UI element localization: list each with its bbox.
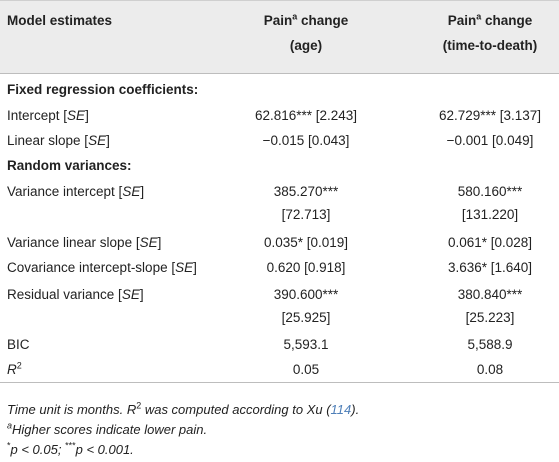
cell-variance-slope-age: 0.035* [0.019] [263, 235, 349, 250]
header-divider [0, 73, 559, 74]
row-label-intercept: Intercept [SE] [7, 108, 89, 123]
cell-variance-slope-ttd: 0.061* [0.028] [447, 235, 533, 250]
cell-intercept-ttd: 62.729*** [3.137] [438, 108, 542, 123]
header-ttd-line2: (time-to-death) [442, 38, 538, 53]
cell-linear-slope-age: −0.015 [0.043] [262, 133, 350, 148]
section-random-title: Random variances: [7, 158, 132, 173]
cell-covariance-age: 0.620 [0.918] [266, 260, 346, 275]
cell-variance-intercept-age-estimate: 385.270*** [273, 184, 339, 199]
cell-variance-intercept-age-se: [72.713] [281, 207, 331, 222]
row-label-r-squared: R2 [7, 360, 22, 377]
table-header-band [0, 0, 559, 74]
cell-linear-slope-ttd: −0.001 [0.049] [446, 133, 534, 148]
cell-covariance-ttd: 3.636* [1.640] [447, 260, 533, 275]
footnote-significance: *p < 0.05; ***p < 0.001. [7, 440, 134, 457]
header-ttd-line1: Paina change [447, 11, 533, 28]
table-bottom-rule [0, 382, 559, 383]
row-label-covariance: Covariance intercept-slope [SE] [7, 260, 197, 275]
cell-variance-intercept-ttd-se: [131.220] [461, 207, 519, 222]
footnote-pain-scale: aHigher scores indicate lower pain. [7, 420, 208, 437]
cell-intercept-age: 62.816*** [2.243] [254, 108, 358, 123]
row-label-linear-slope: Linear slope [SE] [7, 133, 110, 148]
row-label-variance-linear-slope: Variance linear slope [SE] [7, 235, 162, 250]
row-label-bic: BIC [7, 337, 30, 352]
footnote-time-unit: Time unit is months. R2 was computed acc… [7, 400, 360, 417]
header-age-line2: (age) [289, 38, 323, 53]
cell-bic-ttd: 5,588.9 [467, 337, 513, 352]
section-fixed-title: Fixed regression coefficients: [7, 82, 199, 97]
cell-r-squared-age: 0.05 [292, 362, 320, 377]
cell-variance-intercept-ttd-estimate: 580.160*** [457, 184, 523, 199]
row-label-residual-variance: Residual variance [SE] [7, 287, 144, 302]
citation-link[interactable]: 114 [330, 402, 352, 417]
header-model-estimates: Model estimates [7, 13, 113, 28]
header-age-line1: Paina change [263, 11, 349, 28]
cell-residual-ttd-estimate: 380.840*** [457, 287, 523, 302]
cell-residual-age-se: [25.925] [281, 310, 331, 325]
cell-bic-age: 5,593.1 [283, 337, 329, 352]
cell-residual-age-estimate: 390.600*** [273, 287, 339, 302]
cell-residual-ttd-se: [25.223] [465, 310, 515, 325]
cell-r-squared-ttd: 0.08 [476, 362, 504, 377]
row-label-variance-intercept: Variance intercept [SE] [7, 184, 145, 199]
